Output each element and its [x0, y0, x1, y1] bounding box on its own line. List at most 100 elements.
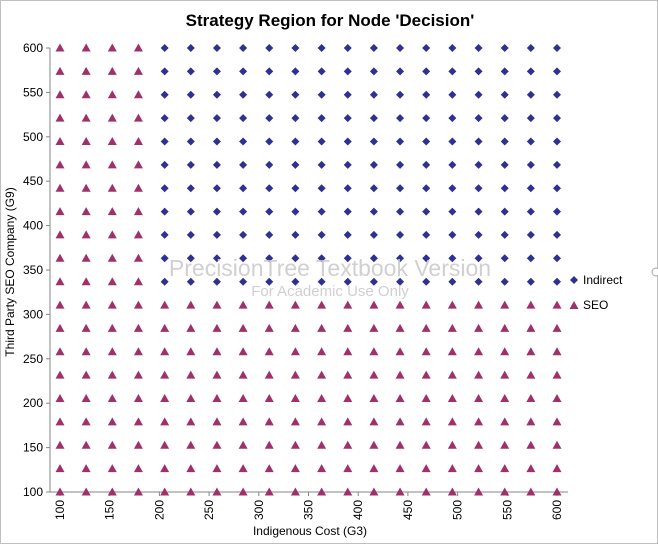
point-indirect: [343, 207, 352, 216]
point-seo: [212, 487, 222, 496]
point-indirect: [160, 114, 169, 123]
point-indirect: [474, 114, 483, 123]
point-indirect: [422, 44, 431, 52]
point-indirect: [343, 277, 352, 286]
point-seo: [81, 417, 91, 426]
point-seo: [552, 300, 562, 309]
point-seo: [447, 464, 457, 473]
point-seo: [526, 417, 536, 426]
y-tick-labels: 100 150 200 250 300 350 400 450 500 550 600: [23, 41, 50, 499]
point-indirect: [396, 160, 405, 169]
point-seo: [500, 300, 510, 309]
point-indirect: [448, 184, 457, 193]
point-seo: [81, 160, 91, 169]
point-seo: [55, 440, 65, 449]
point-seo: [526, 440, 536, 449]
point-indirect: [422, 137, 431, 146]
point-seo: [81, 323, 91, 332]
point-indirect: [160, 160, 169, 169]
point-indirect: [500, 277, 509, 286]
y-tick-label: 450: [23, 174, 43, 188]
point-indirect: [239, 207, 248, 216]
point-indirect: [422, 67, 431, 76]
point-seo: [526, 464, 536, 473]
point-indirect: [448, 67, 457, 76]
point-indirect: [369, 90, 378, 99]
x-tick-label: 450: [401, 500, 415, 520]
point-seo: [133, 417, 143, 426]
point-indirect: [291, 44, 300, 52]
point-seo: [55, 66, 65, 75]
point-seo: [395, 487, 405, 496]
point-seo: [107, 370, 117, 379]
point-seo: [421, 370, 431, 379]
point-seo: [81, 183, 91, 192]
point-indirect: [343, 160, 352, 169]
point-indirect: [422, 230, 431, 239]
point-seo: [369, 370, 379, 379]
point-seo: [238, 323, 248, 332]
point-seo: [55, 253, 65, 262]
point-seo: [264, 417, 274, 426]
watermark-line2: For Academic Use Only: [251, 283, 409, 300]
point-seo: [133, 487, 143, 496]
point-seo: [160, 440, 170, 449]
point-indirect: [396, 90, 405, 99]
point-indirect: [343, 254, 352, 263]
point-seo: [500, 464, 510, 473]
y-tick-label: 400: [23, 219, 43, 233]
point-seo: [133, 277, 143, 286]
point-seo: [369, 393, 379, 402]
point-seo: [343, 347, 353, 356]
point-seo: [290, 417, 300, 426]
point-indirect: [526, 114, 535, 123]
point-seo: [264, 300, 274, 309]
point-seo: [395, 370, 405, 379]
point-seo: [264, 440, 274, 449]
point-indirect: [317, 114, 326, 123]
point-seo: [526, 393, 536, 402]
y-tick-label: 550: [23, 85, 43, 99]
point-seo: [81, 300, 91, 309]
point-seo: [133, 300, 143, 309]
point-indirect: [369, 44, 378, 52]
point-indirect: [265, 230, 274, 239]
point-seo: [317, 464, 327, 473]
watermark-line1: PrecisionTree Textbook Version: [169, 255, 491, 281]
y-tick-label: 500: [23, 130, 43, 144]
x-tick-label: 600: [550, 500, 564, 520]
point-seo: [447, 323, 457, 332]
point-seo: [107, 253, 117, 262]
point-seo: [133, 183, 143, 192]
point-indirect: [186, 184, 195, 193]
point-indirect: [317, 207, 326, 216]
point-indirect: [317, 230, 326, 239]
point-indirect: [448, 254, 457, 263]
point-seo: [55, 230, 65, 239]
point-seo: [212, 323, 222, 332]
point-indirect: [265, 184, 274, 193]
point-indirect: [186, 67, 195, 76]
legend-item-indirect: Indirect: [570, 273, 623, 287]
point-seo: [55, 183, 65, 192]
y-tick-label: 100: [23, 485, 43, 499]
point-seo: [395, 440, 405, 449]
point-seo: [212, 370, 222, 379]
point-seo: [343, 370, 353, 379]
point-seo: [160, 323, 170, 332]
point-seo: [107, 137, 117, 146]
point-indirect: [396, 207, 405, 216]
point-seo: [552, 464, 562, 473]
point-indirect: [317, 160, 326, 169]
point-indirect: [317, 67, 326, 76]
point-indirect: [291, 137, 300, 146]
point-seo: [81, 66, 91, 75]
point-seo: [81, 440, 91, 449]
point-seo: [212, 440, 222, 449]
point-seo: [317, 300, 327, 309]
point-seo: [55, 464, 65, 473]
point-indirect: [448, 207, 457, 216]
point-seo: [447, 393, 457, 402]
resize-handle-right[interactable]: [651, 267, 658, 277]
